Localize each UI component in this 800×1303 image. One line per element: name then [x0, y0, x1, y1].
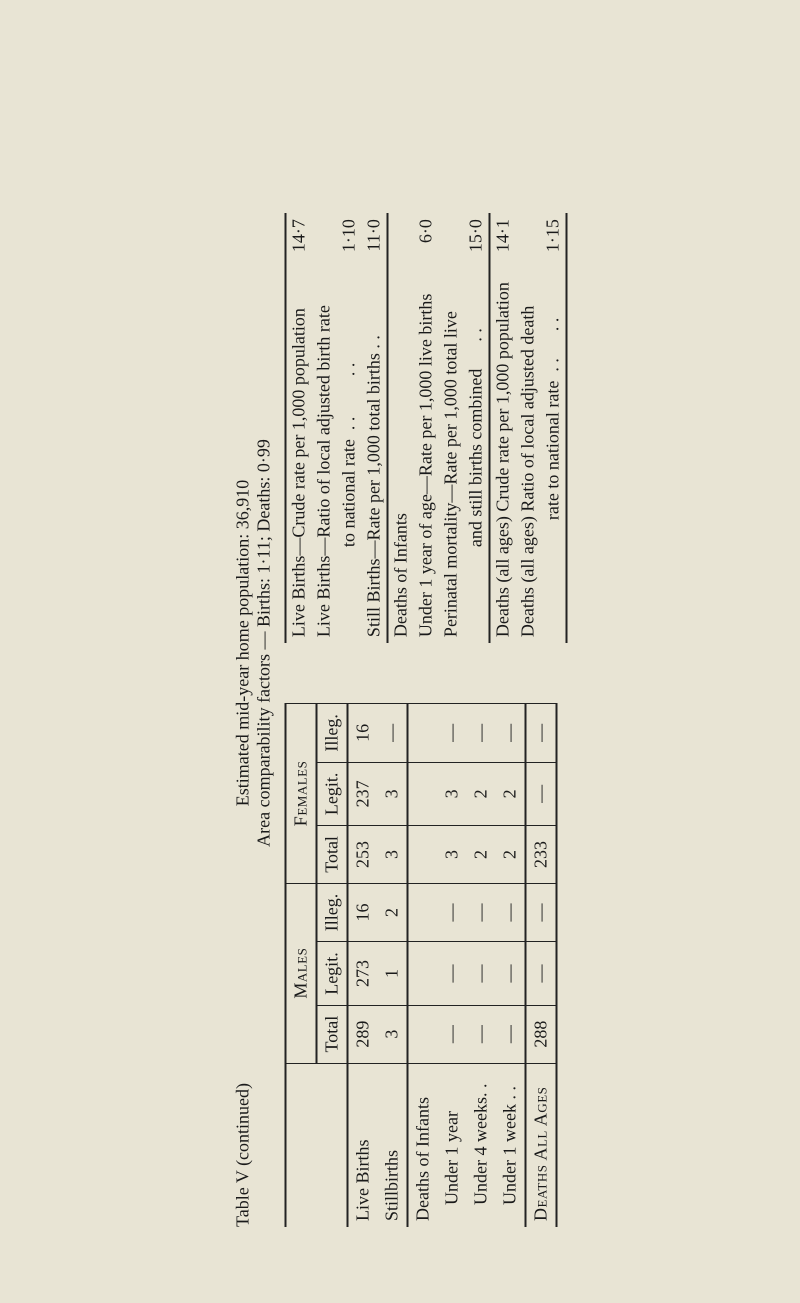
rate-label: Live Births—Crude rate per 1,000 populat… [286, 276, 312, 643]
cell: 3 [378, 762, 408, 826]
cell: — [467, 1005, 496, 1063]
cell: — [438, 703, 467, 762]
cell: — [438, 941, 467, 1005]
cell: — [467, 883, 496, 942]
col-total-f: Total [317, 825, 348, 883]
table-row: Deaths All Ages 288 — — 233 — — [526, 703, 557, 1226]
rate-label: Under 1 year of age—Rate per 1,000 live … [414, 276, 439, 643]
row-label: Under 1 week . . [496, 1063, 526, 1227]
table-row: Deaths of Infants [408, 703, 438, 1226]
cell: 2 [467, 825, 496, 883]
cell: 2 [496, 762, 526, 826]
rate-label: and still births combined . . [464, 276, 490, 643]
page-rotated-content: Table V (continued) Estimated mid-year h… [233, 77, 568, 1227]
cell: 2 [467, 762, 496, 826]
cell: 3 [438, 825, 467, 883]
rate-value: 1·15 [541, 213, 567, 276]
rate-value: 15·0 [464, 213, 490, 276]
cell: — [526, 703, 557, 762]
cell: 289 [348, 1005, 378, 1063]
cell: — [496, 883, 526, 942]
col-illeg-f: Illeg. [317, 703, 348, 762]
cell: 3 [378, 825, 408, 883]
table-row: Under 1 year — — — 3 3 — [438, 703, 467, 1226]
rate-value: 6·0 [414, 213, 439, 276]
cell: 273 [348, 941, 378, 1005]
rate-label: to national rate . . . . [337, 276, 362, 643]
rate-value: 14·7 [286, 213, 312, 276]
cell: 288 [526, 1005, 557, 1063]
population-line: Estimated mid-year home population: 36,9… [233, 293, 254, 993]
rate-value: 11·0 [362, 213, 388, 276]
cell: — [467, 703, 496, 762]
col-legit-f: Legit. [317, 762, 348, 826]
cell: — [438, 1005, 467, 1063]
table-row: Stillbirths 3 1 2 3 3 — [378, 703, 408, 1226]
cell: 16 [348, 703, 378, 762]
cell: 3 [438, 762, 467, 826]
rate-label: Deaths (all ages) Crude rate per 1,000 p… [490, 276, 516, 643]
cell: — [496, 1005, 526, 1063]
rate-value [312, 213, 337, 276]
cell: — [496, 941, 526, 1005]
rates-table: Live Births—Crude rate per 1,000 populat… [285, 213, 568, 643]
cell: 1 [378, 941, 408, 1005]
table-row: Under 4 weeks. . — — — 2 2 — [467, 703, 496, 1226]
col-legit-m: Legit. [317, 941, 348, 1005]
layout-table: Males Females Total Legit. Illeg. Total … [285, 213, 568, 1227]
row-label: Stillbirths [378, 1063, 408, 1227]
rate-label: Deaths (all ages) Ratio of local adjuste… [516, 276, 541, 643]
cell: 16 [348, 883, 378, 942]
cell: — [438, 883, 467, 942]
title-right: Estimated mid-year home population: 36,9… [233, 293, 275, 993]
cell: — [526, 883, 557, 942]
cell: — [526, 762, 557, 826]
cell: — [526, 941, 557, 1005]
rate-label: rate to national rate . . . . [541, 276, 567, 643]
rate-value: 14·1 [490, 213, 516, 276]
col-total-m: Total [317, 1005, 348, 1063]
col-illeg-m: Illeg. [317, 883, 348, 942]
vital-stats-table: Males Females Total Legit. Illeg. Total … [285, 703, 558, 1227]
row-label: Under 4 weeks. . [467, 1063, 496, 1227]
row-label: Deaths All Ages [526, 1063, 557, 1227]
col-group-males: Males [286, 883, 317, 1063]
table-row: Live Births 289 273 16 253 237 16 [348, 703, 378, 1226]
table-caption: Table V (continued) [233, 997, 254, 1227]
cell: 2 [378, 883, 408, 942]
cell: 237 [348, 762, 378, 826]
row-label: Live Births [348, 1063, 378, 1227]
title-block: Table V (continued) Estimated mid-year h… [233, 77, 275, 1227]
row-label: Under 1 year [438, 1063, 467, 1227]
row-label: Deaths of Infants [408, 1063, 438, 1227]
cell: 233 [526, 825, 557, 883]
cell: — [467, 941, 496, 1005]
rate-label: Live Births—Ratio of local adjusted birt… [312, 276, 337, 643]
comparability-line: Area comparability factors — Births: 1·1… [254, 293, 275, 993]
cell: 2 [496, 825, 526, 883]
rate-value: 1·10 [337, 213, 362, 276]
table-row: Under 1 week . . — — — 2 2 — [496, 703, 526, 1226]
cell: — [496, 703, 526, 762]
rate-label: Deaths of Infants [388, 276, 414, 643]
rate-label: Still Births—Rate per 1,000 total births… [362, 276, 388, 643]
cell: — [378, 703, 408, 762]
cell: 3 [378, 1005, 408, 1063]
cell: 253 [348, 825, 378, 883]
rate-label: Perinatal mortality—Rate per 1,000 total… [439, 276, 464, 643]
col-group-females: Females [286, 703, 317, 883]
